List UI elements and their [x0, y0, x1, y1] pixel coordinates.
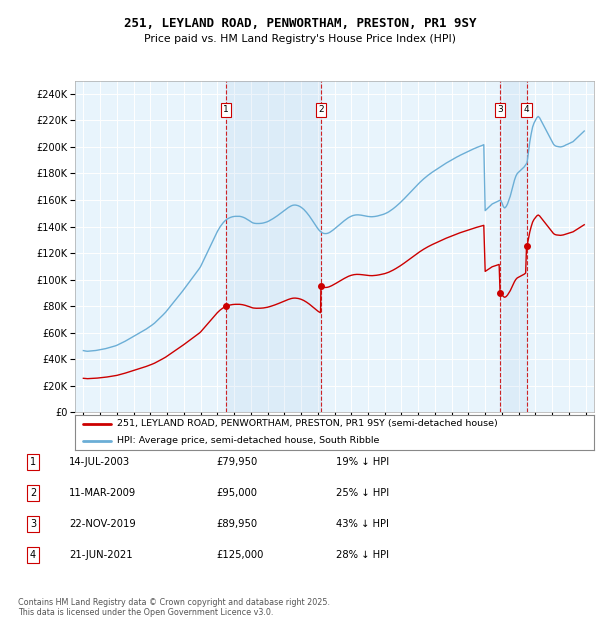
Text: Contains HM Land Registry data © Crown copyright and database right 2025.: Contains HM Land Registry data © Crown c… — [18, 598, 330, 607]
Text: 1: 1 — [223, 105, 229, 114]
Text: HPI: Average price, semi-detached house, South Ribble: HPI: Average price, semi-detached house,… — [116, 436, 379, 446]
Text: £89,950: £89,950 — [216, 519, 257, 529]
Text: £95,000: £95,000 — [216, 488, 257, 498]
Text: 2: 2 — [318, 105, 324, 114]
Text: Price paid vs. HM Land Registry's House Price Index (HPI): Price paid vs. HM Land Registry's House … — [144, 34, 456, 44]
Text: 1: 1 — [30, 457, 36, 467]
Text: 4: 4 — [524, 105, 529, 114]
Text: 2: 2 — [30, 488, 36, 498]
Text: 25% ↓ HPI: 25% ↓ HPI — [336, 488, 389, 498]
Text: 3: 3 — [497, 105, 503, 114]
Text: 19% ↓ HPI: 19% ↓ HPI — [336, 457, 389, 467]
Text: 3: 3 — [30, 519, 36, 529]
Text: 251, LEYLAND ROAD, PENWORTHAM, PRESTON, PR1 9SY: 251, LEYLAND ROAD, PENWORTHAM, PRESTON, … — [124, 17, 476, 30]
Bar — [226, 81, 321, 412]
Text: £125,000: £125,000 — [216, 550, 263, 560]
Text: 21-JUN-2021: 21-JUN-2021 — [69, 550, 133, 560]
Text: 22-NOV-2019: 22-NOV-2019 — [69, 519, 136, 529]
Text: 11-MAR-2009: 11-MAR-2009 — [69, 488, 136, 498]
Text: £79,950: £79,950 — [216, 457, 257, 467]
Text: 14-JUL-2003: 14-JUL-2003 — [69, 457, 130, 467]
Text: This data is licensed under the Open Government Licence v3.0.: This data is licensed under the Open Gov… — [18, 608, 274, 617]
Text: 251, LEYLAND ROAD, PENWORTHAM, PRESTON, PR1 9SY (semi-detached house): 251, LEYLAND ROAD, PENWORTHAM, PRESTON, … — [116, 419, 497, 428]
Bar — [500, 81, 527, 412]
Text: 43% ↓ HPI: 43% ↓ HPI — [336, 519, 389, 529]
Text: 4: 4 — [30, 550, 36, 560]
Text: 28% ↓ HPI: 28% ↓ HPI — [336, 550, 389, 560]
